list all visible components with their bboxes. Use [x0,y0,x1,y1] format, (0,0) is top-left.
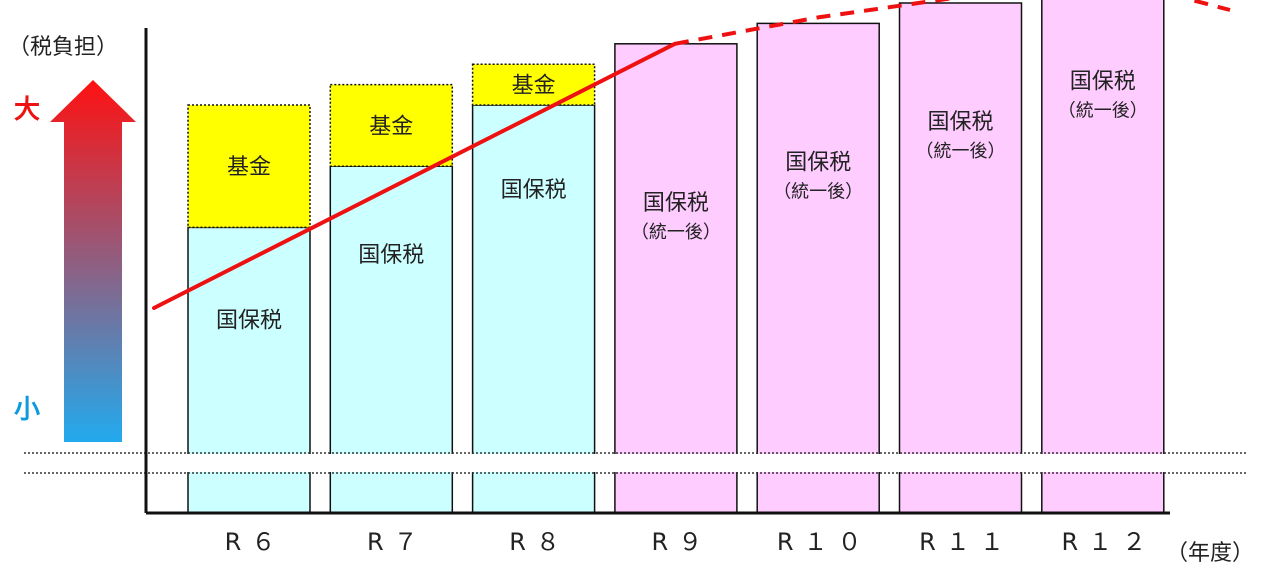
bar-label: 国保税 [1070,70,1136,95]
bar-label: 国保税 [927,110,993,135]
x-axis-label: （年度） [1166,541,1254,566]
bar-label: 基金 [369,114,413,139]
x-tick-label: R８ [509,528,570,556]
bar-label: 国保税 [785,150,851,175]
bar-label: 国保税 [358,243,424,268]
bar-label: 国保税 [216,308,282,333]
trend-line-solid [152,41,677,310]
bar-kikin [471,63,596,106]
bar-label: 基金 [512,74,556,99]
bar-kikin [187,104,311,229]
bar-label: 基金 [227,155,271,180]
x-tick-label: R１１ [919,528,1014,556]
x-tick-label: R１０ [777,528,872,556]
x-tick-label: R１２ [1061,528,1156,556]
tax-burden-arrow [50,80,136,442]
bar-unified [898,2,1023,514]
bar-unified [1041,0,1165,514]
bar-unified [614,43,738,514]
bar-kikin [329,83,454,167]
bar-sublabel: （統一後） [916,141,1006,162]
y-scale-low-label: 小 [14,395,40,425]
axis-break-band [24,454,1246,472]
y-axis-label: （税負担） [8,35,118,60]
bar-unified [756,22,880,514]
bar-label: 国保税 [643,191,709,216]
bar-kokuho [471,104,596,514]
trend-line-dashed [674,0,1231,46]
x-tick-label: R６ [225,528,286,556]
bar-sublabel: （統一後） [631,222,721,243]
x-tick-label: R９ [652,528,713,556]
bar-label: 国保税 [501,178,567,203]
bar-sublabel: （統一後） [1058,101,1148,122]
x-tick-label: R７ [367,528,428,556]
y-scale-high-label: 大 [14,95,40,125]
bar-sublabel: （統一後） [773,181,863,202]
